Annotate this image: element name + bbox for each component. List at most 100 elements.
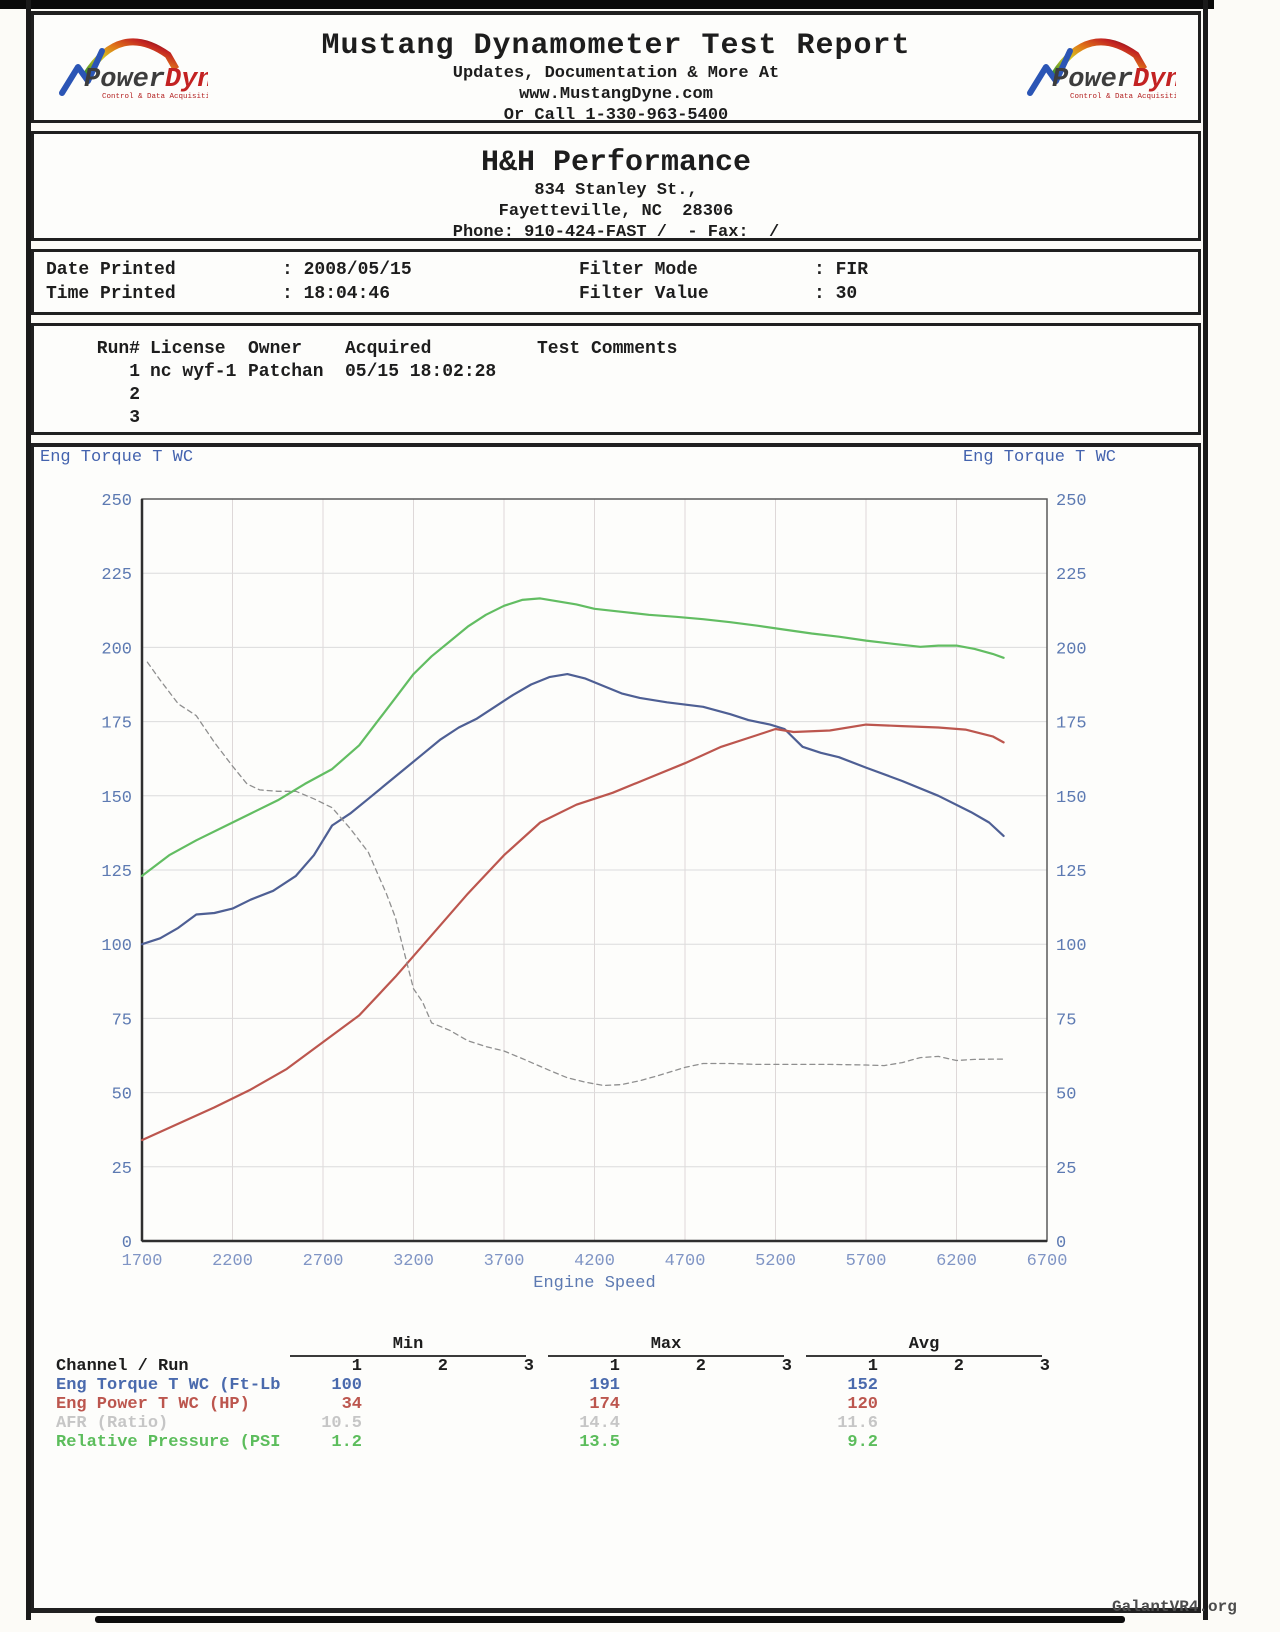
stats-run-number: 3 — [781, 1357, 792, 1376]
run-comments-cell — [526, 384, 1198, 407]
y-tick-label-right: 200 — [1056, 640, 1087, 659]
y-tick-label-left: 250 — [101, 492, 132, 511]
powerdyne-logo-icon: PowerDyne® Control & Data Acquisition — [56, 29, 236, 103]
page-top-border — [0, 0, 1214, 9]
y-axis-title-left: Eng Torque T WC — [40, 448, 193, 467]
stats-value-cell — [716, 1433, 802, 1452]
run-acquired-cell — [334, 384, 526, 407]
stats-value-cell — [372, 1376, 458, 1395]
y-tick-label-left: 75 — [112, 1011, 132, 1030]
series-relative-pressure-psi- — [140, 597, 1005, 877]
filter-mode-label: Filter Mode — [579, 260, 698, 280]
run-comments-cell — [526, 361, 1198, 384]
stats-value-cell — [630, 1433, 716, 1452]
y-tick-label-left: 0 — [122, 1234, 132, 1253]
y-tick-label-left: 25 — [112, 1160, 132, 1179]
report-subtitle-url: www.MustangDyne.com — [519, 85, 713, 104]
stats-value-cell — [716, 1395, 802, 1414]
stats-run-number: 1 — [867, 1357, 878, 1376]
filter-mode-value: : FIR — [814, 260, 869, 280]
y-tick-label-right: 175 — [1056, 715, 1087, 734]
run-owner-cell — [238, 384, 334, 407]
runs-rows: 1 nc wyf-1 Patchan 05/15 18:02:28 2 3 — [34, 361, 1198, 430]
stats-run-number: 3 — [1039, 1357, 1050, 1376]
logo-power-text: Power — [84, 65, 165, 95]
y-tick-label-right: 125 — [1056, 863, 1087, 882]
stats-row-label: Relative Pressure (PSI — [56, 1433, 281, 1452]
y-tick-label-left: 50 — [112, 1086, 132, 1105]
x-tick-label: 6700 — [1027, 1252, 1068, 1271]
report-title: Mustang Dynamometer Test Report — [321, 29, 911, 63]
page-right-border — [1203, 0, 1208, 1620]
stats-value-cell — [888, 1433, 974, 1452]
run-run-cell: 3 — [129, 408, 140, 428]
stats-run-number: 2 — [695, 1357, 706, 1376]
series-eng-torque-t-wc-ft-lb- — [140, 673, 1005, 946]
shop-name: H&H Performance — [480, 146, 752, 180]
channel-run-label: Channel / Run — [56, 1357, 189, 1376]
run-acquired-cell: 05/15 18:02:28 — [345, 362, 497, 382]
stats-group-max: Max — [544, 1335, 802, 1357]
x-tick-label: 4700 — [665, 1252, 706, 1271]
run-acquired-cell — [334, 407, 526, 430]
page-left-border — [26, 0, 31, 1620]
logo-dyne-text: Dyne — [1133, 65, 1176, 95]
blue-swoosh-icon — [59, 48, 105, 96]
stats-value-cell — [716, 1376, 802, 1395]
stats-value-cell — [372, 1414, 458, 1433]
stats-run-header-row: Channel / Run 1 2 3 1 2 3 1 2 3 — [56, 1357, 1198, 1376]
stats-run-number: 2 — [437, 1357, 448, 1376]
chart-box: 0 0 25 25 50 50 75 75 100 100 125 125 150 150 175 175 20… — [31, 443, 1201, 1613]
x-axis-title: Engine Speed — [533, 1274, 655, 1293]
x-tick-label: 4200 — [574, 1252, 615, 1271]
y-tick-label-right: 0 — [1056, 1234, 1066, 1253]
shop-info-box: H&H Performance 834 Stanley St., Fayette… — [31, 131, 1201, 242]
stats-group-min: Min — [286, 1335, 544, 1357]
time-printed-value: : 18:04:46 — [282, 284, 391, 304]
stats-row: AFR (Ratio) 10.5 14.4 11.6 — [56, 1414, 1198, 1433]
stats-value-cell: 13.5 — [579, 1433, 620, 1452]
stats-row-label: Eng Torque T WC (Ft-Lb — [56, 1376, 281, 1395]
runs-header-run: Run# — [96, 339, 140, 359]
shop-address-line2: Fayetteville, NC 28306 — [498, 202, 734, 221]
stats-value-cell: 191 — [589, 1376, 620, 1395]
y-tick-label-right: 50 — [1056, 1086, 1076, 1105]
run-license-cell: nc wyf-1 — [150, 362, 237, 382]
blue-swoosh-icon — [1027, 48, 1073, 96]
logo-dyne-text: Dyne — [165, 65, 208, 95]
stats-value-cell — [458, 1433, 544, 1452]
dyno-chart: 0 0 25 25 50 50 75 75 100 100 125 125 150 150 175 175 20… — [40, 448, 1116, 1293]
stats-row-label: AFR (Ratio) — [56, 1414, 169, 1433]
stats-run-number: 3 — [523, 1357, 534, 1376]
table-row: 3 — [34, 407, 1198, 430]
logo-power-text: Power — [1052, 65, 1133, 95]
report-header-box: PowerDyne® Control & Data Acquisition Po… — [31, 11, 1204, 125]
stats-value-cell — [372, 1433, 458, 1452]
series-eng-power-t-wc-hp- — [140, 723, 1005, 1142]
y-tick-label-left: 200 — [101, 640, 132, 659]
stats-row-label: Eng Power T WC (HP) — [56, 1395, 250, 1414]
print-info-box: Date Printed : 2008/05/15 Time Printed :… — [31, 249, 1201, 315]
x-tick-label: 3200 — [393, 1252, 434, 1271]
y-tick-label-left: 125 — [101, 863, 132, 882]
stats-row: Relative Pressure (PSI 1.2 13.5 9.2 — [56, 1433, 1198, 1452]
stats-value-cell — [974, 1376, 1060, 1395]
date-printed-label: Date Printed — [46, 260, 176, 280]
stats-value-cell: 1.2 — [331, 1433, 362, 1452]
run-license-cell — [140, 384, 238, 407]
stats-run-number: 2 — [953, 1357, 964, 1376]
stats-value-cell — [888, 1414, 974, 1433]
x-tick-label: 1700 — [122, 1252, 163, 1271]
runs-box: Run# License Owner Acquired Test Comment… — [31, 323, 1201, 435]
y-tick-label-right: 75 — [1056, 1011, 1076, 1030]
watermark: GalantVR4.org — [1112, 1598, 1237, 1616]
stats-value-cell — [630, 1414, 716, 1433]
svg-text:PowerDyne®: PowerDyne® — [1052, 65, 1176, 95]
stats-row: Eng Power T WC (HP) 34 174 120 — [56, 1395, 1198, 1414]
y-tick-label-right: 100 — [1056, 937, 1087, 956]
table-row: 2 — [34, 384, 1198, 407]
svg-text:PowerDyne®: PowerDyne® — [84, 65, 208, 95]
stats-value-cell: 9.2 — [847, 1433, 878, 1452]
stats-rows: Eng Torque T WC (Ft-Lb 100 191 152 Eng Power… — [56, 1376, 1198, 1452]
scan-artifact-line — [95, 1616, 1125, 1623]
